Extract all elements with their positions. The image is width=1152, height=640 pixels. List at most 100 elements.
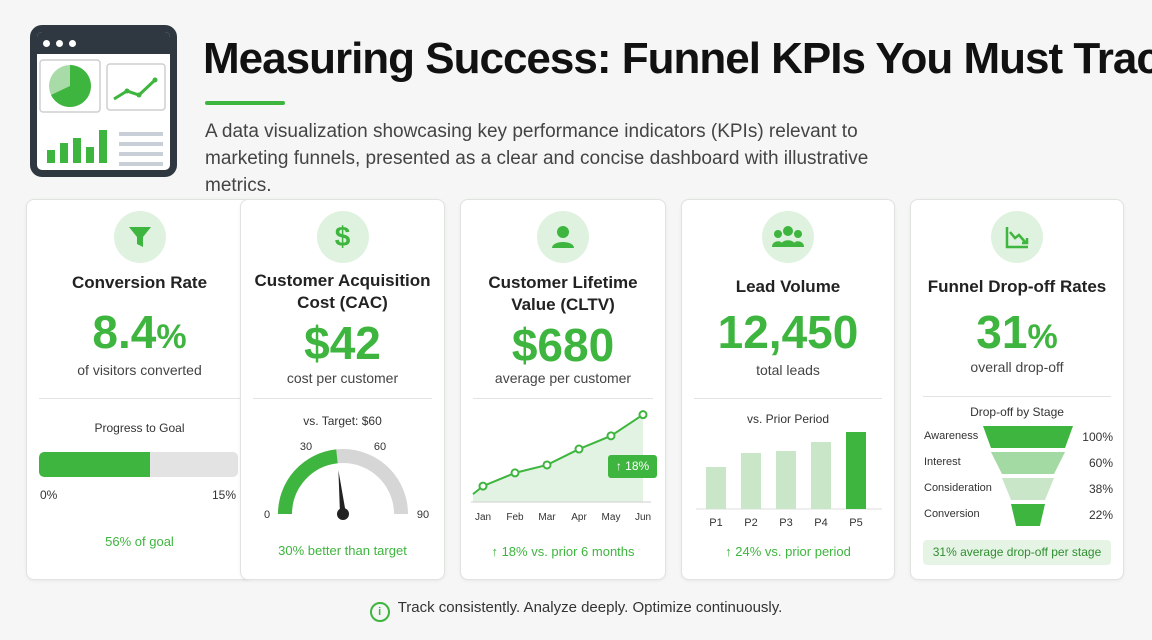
funnel-row: Awareness 100% [924, 426, 1113, 448]
bar [706, 467, 726, 509]
dollar-glyph: $ [334, 221, 351, 252]
kpi-footer: 30% better than target [278, 543, 407, 558]
chart-label: vs. Prior Period [746, 412, 830, 426]
kpi-caption: total leads [756, 362, 820, 378]
kpi-title-line2: Cost (CAC) [297, 293, 388, 312]
window-dot [43, 39, 50, 47]
progress-label: Progress to Goal [94, 421, 185, 435]
page-title: Measuring Success: Funnel KPIs You Must … [203, 34, 1152, 83]
kpi-caption: cost per customer [286, 370, 399, 386]
x-tick-label: P2 [744, 517, 757, 529]
line-point [574, 444, 584, 454]
trend-down-icon [991, 211, 1043, 263]
funnel-row: Interest 60% [924, 452, 1113, 474]
dollar-icon: $ [316, 211, 369, 263]
dashboard-icon [30, 25, 177, 177]
bar [741, 453, 761, 509]
x-tick-label: Jan [475, 512, 491, 523]
funnel-stage-label: Awareness [924, 430, 979, 442]
funnel-bar [983, 426, 1073, 448]
kpi-title: Conversion Rate [71, 273, 208, 292]
kpi-caption: average per customer [494, 370, 632, 386]
funnel-icon [113, 211, 166, 263]
footer-tagline: i Track consistently. Analyze deeply. Opt… [0, 599, 1152, 622]
kpi-card-cltv: Customer Lifetime Value (CLTV) $680 avera… [460, 199, 666, 580]
x-tick-label: P4 [814, 517, 827, 529]
footer-text: Track consistently. Analyze deeply. Opti… [397, 599, 783, 616]
kpi-title: Customer Lifetime Value (CLTV) [467, 272, 659, 316]
bar [811, 442, 831, 509]
kpi-card-dropoff: Funnel Drop-off Rates 31% overall drop-o… [910, 199, 1124, 580]
bar [776, 451, 796, 509]
line-point [638, 410, 648, 420]
funnel-bar [1002, 478, 1054, 500]
users-icon [762, 211, 814, 263]
kpi-title: Funnel Drop-off Rates [927, 277, 1107, 296]
target-label: vs. Target: $60 [303, 414, 382, 428]
x-tick-label: Feb [506, 512, 524, 523]
kpi-caption: overall drop-off [970, 359, 1064, 375]
dashboard-illustration [39, 59, 166, 166]
chart-label: Drop-off by Stage [970, 405, 1064, 419]
kpi-value: $680 [511, 319, 615, 371]
kpi-value: $42 [304, 317, 381, 369]
kpi-title: Lead Volume [735, 277, 841, 296]
divider [39, 398, 240, 399]
line-area [473, 414, 643, 502]
kpi-card-lead-volume: Lead Volume 12,450 total leads vs. Prior… [681, 199, 895, 580]
line-point [606, 431, 616, 441]
funnel-value-label: 60% [1088, 456, 1113, 470]
kpi-value-number: 31 [976, 306, 1028, 358]
kpi-title-line1: Customer Lifetime [488, 273, 638, 292]
divider [694, 398, 882, 399]
growth-badge: ↑ 18% [608, 455, 657, 478]
x-tick-label: May [602, 512, 621, 523]
kpi-footer: 56% of goal [105, 534, 174, 549]
user-icon [537, 211, 589, 263]
dropoff-summary: 31% average drop-off per stage [923, 540, 1111, 565]
cltv-line-chart: Jan Feb Mar Apr May Jun [471, 410, 651, 523]
x-tick-label: Mar [538, 512, 556, 523]
kpi-footer: ↑ 18% vs. prior 6 months [491, 544, 635, 559]
progress-fill [39, 452, 151, 477]
window-dot [69, 39, 76, 47]
kpi-title-line2: Value (CLTV) [511, 295, 615, 314]
funnel-value-label: 38% [1088, 482, 1113, 496]
gauge-fill [278, 449, 338, 515]
kpi-value: 8.4% [27, 307, 252, 362]
kpi-value: 12,450 [717, 306, 859, 358]
funnel-bar [1011, 504, 1045, 526]
gauge-tick-label: 60 [374, 441, 386, 453]
progress-bar [39, 452, 238, 477]
gauge-tick-label: 30 [300, 441, 312, 453]
divider [253, 398, 432, 399]
kpi-title-line1: Customer Acquisition [254, 271, 431, 290]
line-point [510, 468, 520, 478]
funnel-stage-label: Conversion [924, 508, 980, 520]
kpi-value: 31% [911, 307, 1123, 362]
window-dot [56, 39, 63, 47]
kpi-title: Customer Acquisition Cost (CAC) [247, 270, 438, 314]
gauge-chart: 0 30 60 90 [264, 441, 429, 521]
kpi-value-unit: % [1027, 318, 1058, 356]
kpi-caption: of visitors converted [77, 362, 202, 378]
kpi-value-unit: % [156, 318, 187, 356]
x-tick-label: P1 [709, 517, 722, 529]
line-point [478, 481, 488, 491]
kpi-footer: ↑ 24% vs. prior period [725, 544, 851, 559]
progress-max-label: 15% [211, 488, 236, 502]
x-tick-label: P5 [849, 517, 862, 529]
gauge-tick-label: 0 [264, 509, 270, 521]
funnel-row: Consideration 38% [924, 478, 1113, 500]
line-point [542, 460, 552, 470]
divider [923, 396, 1111, 397]
kpi-value-number: 8.4 [92, 306, 157, 358]
progress-min-label: 0% [40, 488, 58, 502]
lead-volume-bar-chart: P1 P2 P3 P4 P5 [696, 432, 882, 529]
funnel-bar [991, 452, 1065, 474]
x-tick-label: P3 [779, 517, 792, 529]
title-underline [205, 101, 285, 105]
kpi-card-cac: $ Customer Acquisition Cost (CAC) $42 cos… [240, 199, 445, 580]
page-subtitle: A data visualization showcasing key perf… [205, 121, 869, 196]
gauge-tick-label: 90 [417, 509, 429, 521]
